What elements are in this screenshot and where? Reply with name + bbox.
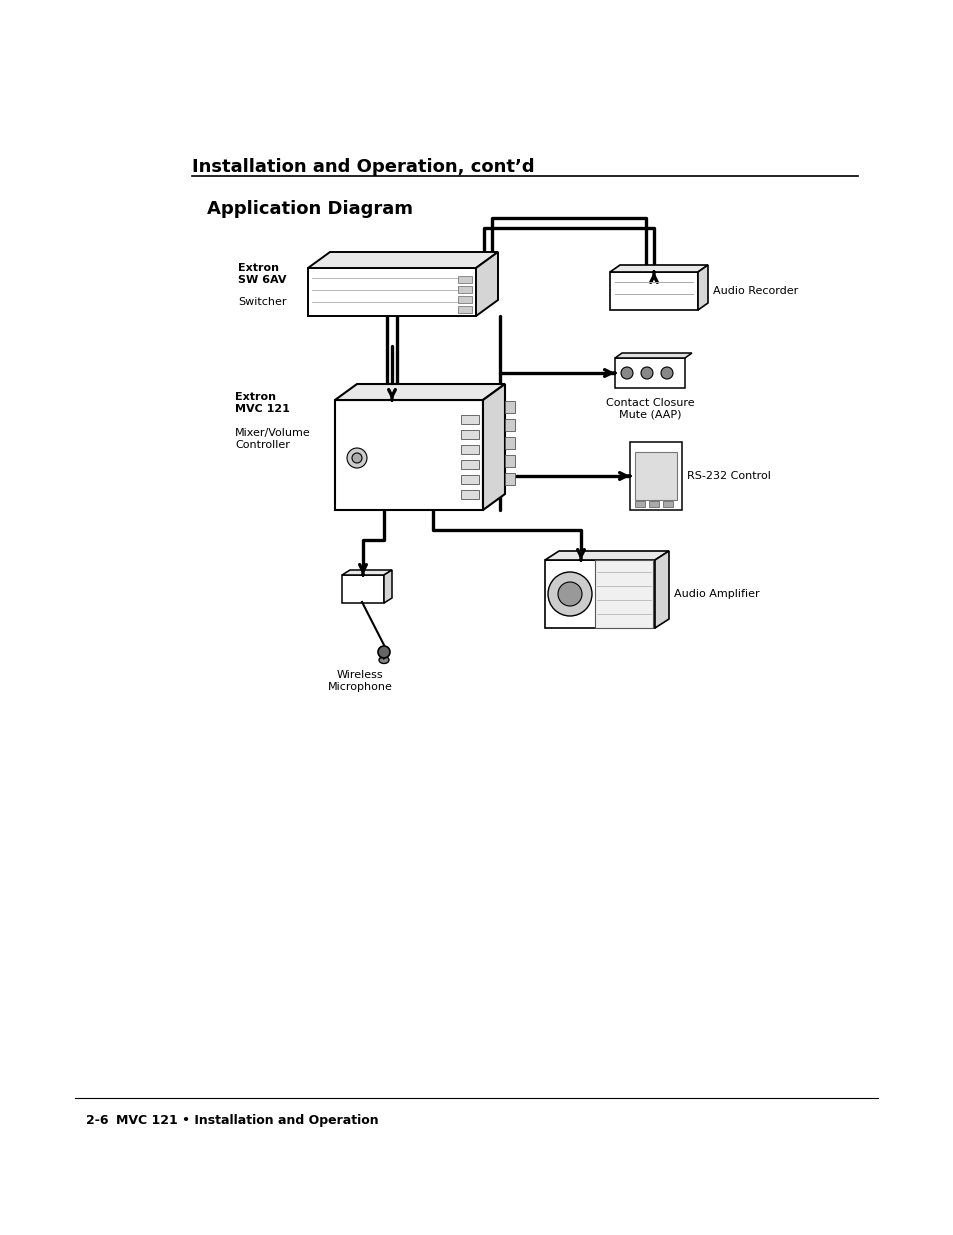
Text: Extron
MVC 121: Extron MVC 121 [234, 391, 290, 414]
Text: Switcher: Switcher [237, 296, 286, 308]
Circle shape [377, 646, 390, 658]
Bar [457, 296, 472, 303]
Polygon shape [384, 571, 392, 603]
Polygon shape [308, 252, 497, 268]
Text: Wireless
Microphone: Wireless Microphone [327, 671, 392, 692]
Circle shape [558, 582, 581, 606]
Circle shape [660, 367, 672, 379]
Circle shape [640, 367, 652, 379]
Polygon shape [335, 384, 504, 400]
Bar [457, 306, 472, 312]
Polygon shape [655, 551, 668, 629]
Text: Audio Recorder: Audio Recorder [712, 287, 798, 296]
Bar [460, 445, 478, 454]
Text: Extron
SW 6AV: Extron SW 6AV [237, 263, 286, 284]
Bar [504, 419, 515, 431]
Bar [609, 272, 698, 310]
Circle shape [347, 448, 367, 468]
Bar [460, 490, 478, 499]
Text: Audio Amplifier: Audio Amplifier [673, 589, 759, 599]
Text: RS-232 Control: RS-232 Control [686, 471, 770, 480]
Circle shape [620, 367, 633, 379]
Bar [635, 501, 644, 508]
Polygon shape [544, 551, 668, 559]
Ellipse shape [378, 657, 389, 663]
Bar [457, 275, 472, 283]
Bar [504, 454, 515, 467]
Polygon shape [341, 571, 392, 576]
Polygon shape [482, 384, 504, 510]
Polygon shape [615, 353, 691, 358]
Bar [615, 358, 684, 388]
Circle shape [547, 572, 592, 616]
Bar [460, 459, 478, 469]
Bar [341, 576, 384, 603]
Bar [662, 501, 672, 508]
Polygon shape [476, 252, 497, 316]
Text: Mixer/Volume
Controller: Mixer/Volume Controller [234, 429, 311, 450]
Bar [648, 501, 659, 508]
Bar [457, 287, 472, 293]
Bar [595, 559, 652, 629]
Bar [504, 473, 515, 485]
Bar [460, 430, 478, 438]
Text: Application Diagram: Application Diagram [207, 200, 413, 219]
Bar [504, 401, 515, 412]
Bar [635, 452, 677, 500]
Bar [544, 559, 655, 629]
Bar [629, 442, 681, 510]
Bar [335, 400, 482, 510]
Bar [308, 268, 476, 316]
Bar [504, 437, 515, 450]
Bar [460, 415, 478, 424]
Text: MVC 121 • Installation and Operation: MVC 121 • Installation and Operation [116, 1114, 378, 1128]
Text: 2-6: 2-6 [86, 1114, 109, 1128]
Text: Contact Closure
Mute (AAP): Contact Closure Mute (AAP) [605, 398, 694, 420]
Polygon shape [698, 266, 707, 310]
Polygon shape [609, 266, 707, 272]
Bar [460, 475, 478, 484]
Text: Installation and Operation, cont’d: Installation and Operation, cont’d [192, 158, 534, 177]
Circle shape [352, 453, 361, 463]
